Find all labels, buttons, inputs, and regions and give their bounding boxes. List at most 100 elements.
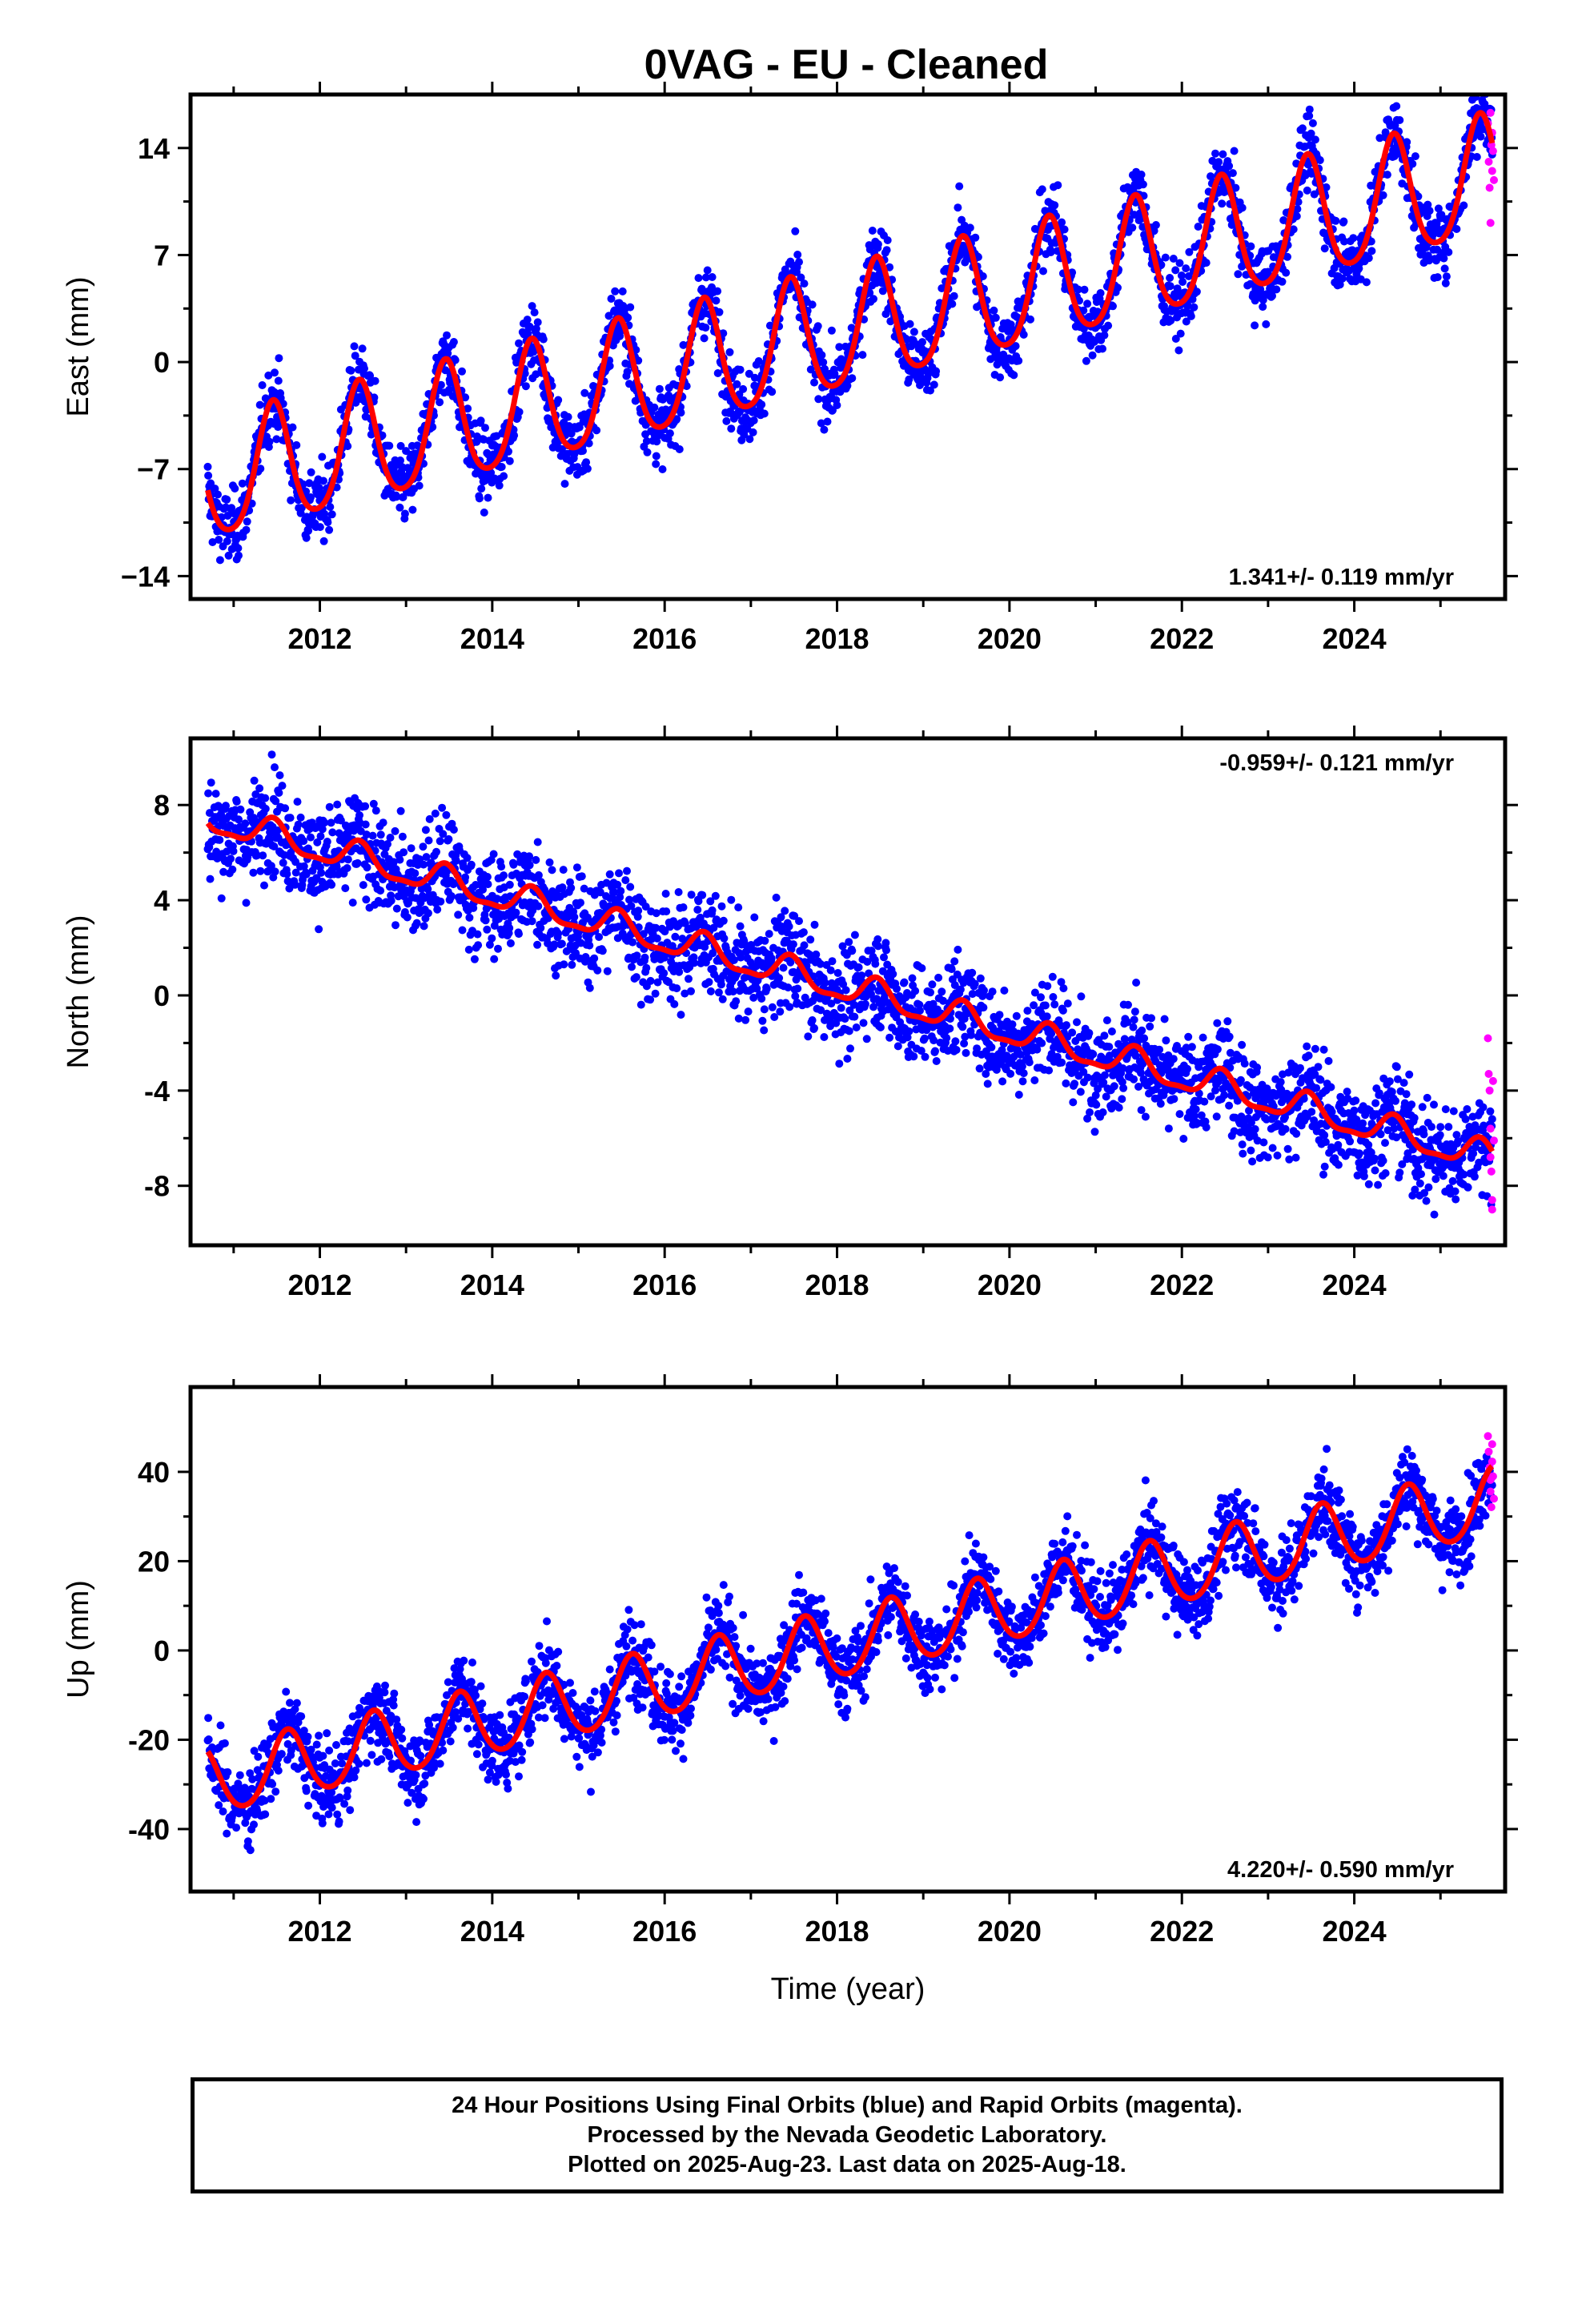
final-orbit-point [302, 533, 311, 542]
final-orbit-point [361, 802, 370, 810]
final-orbit-point [420, 922, 428, 931]
final-orbit-point [1089, 1050, 1098, 1059]
final-orbit-point [623, 368, 632, 376]
final-orbit-point [708, 906, 717, 915]
final-orbit-point [557, 444, 566, 453]
final-orbit-point [1063, 999, 1072, 1008]
final-orbit-point [264, 371, 273, 380]
final-orbit-point [1278, 277, 1287, 286]
y-tick-label: −14 [121, 560, 170, 593]
final-orbit-point [1082, 356, 1090, 365]
final-orbit-point [317, 868, 326, 877]
final-orbit-point [583, 464, 592, 473]
final-orbit-point [1199, 1033, 1207, 1042]
final-orbit-point [510, 431, 519, 440]
final-orbit-point [1006, 320, 1015, 329]
final-orbit-point [911, 987, 920, 995]
final-orbit-point [616, 887, 625, 895]
final-orbit-point [954, 945, 962, 954]
final-orbit-point [712, 296, 721, 305]
final-orbit-point [258, 381, 267, 389]
final-orbit-point [1238, 203, 1247, 212]
y-tick-label: 0 [154, 346, 170, 379]
final-orbit-point [481, 916, 490, 925]
final-orbit-point [1185, 247, 1194, 256]
final-orbit-point [1395, 116, 1404, 124]
final-orbit-point [223, 495, 231, 504]
final-orbit-point [500, 871, 508, 880]
final-orbit-point [850, 931, 859, 939]
final-orbit-point [1109, 302, 1117, 311]
final-orbit-point [835, 343, 844, 352]
final-orbit-point [577, 872, 586, 881]
final-orbit-point [850, 1012, 859, 1021]
final-orbit-point [260, 881, 268, 890]
final-orbit-point [438, 803, 447, 812]
final-orbit-point [806, 365, 815, 374]
y-tick-label: 14 [138, 132, 170, 165]
final-orbit-point [1190, 303, 1199, 312]
final-orbit-point [1098, 344, 1106, 353]
final-orbit-point [881, 939, 890, 947]
final-orbit-point [862, 1035, 871, 1043]
final-orbit-point [1161, 253, 1170, 262]
final-orbit-point [291, 880, 299, 889]
final-orbit-point [967, 1031, 975, 1039]
final-orbit-point [665, 429, 674, 438]
final-orbit-point [396, 855, 404, 864]
final-orbit-point [1200, 1097, 1209, 1106]
final-orbit-point [775, 974, 784, 983]
final-orbit-point [772, 893, 781, 902]
final-orbit-point [363, 863, 371, 872]
final-orbit-point [1107, 1027, 1116, 1035]
final-orbit-point [658, 465, 667, 473]
final-orbit-point [533, 940, 542, 949]
final-orbit-point [1147, 1014, 1155, 1023]
final-orbit-point [854, 963, 863, 971]
final-orbit-point [1294, 198, 1303, 207]
final-orbit-point [826, 966, 835, 975]
final-orbit-point [449, 338, 458, 346]
final-orbit-point [1070, 1080, 1079, 1088]
final-orbit-point [500, 472, 508, 480]
final-orbit-point [1305, 111, 1314, 120]
final-orbit-point [1079, 306, 1088, 315]
final-orbit-point [859, 1019, 868, 1027]
final-orbit-point [767, 954, 776, 963]
final-orbit-point [483, 873, 492, 881]
final-orbit-point [1251, 321, 1259, 330]
final-orbit-point [882, 946, 890, 955]
final-orbit-point [885, 263, 894, 271]
final-orbit-point [1215, 158, 1223, 167]
final-orbit-point [261, 794, 270, 802]
final-orbit-point [1339, 217, 1348, 226]
final-orbit-point [675, 445, 684, 453]
final-orbit-point [1460, 201, 1468, 210]
final-orbit-point [916, 381, 924, 389]
final-orbit-point [604, 312, 613, 320]
final-orbit-point [304, 526, 313, 535]
final-orbit-point [736, 365, 745, 374]
final-orbit-point [489, 850, 498, 858]
final-orbit-point [1110, 1082, 1118, 1091]
final-orbit-point [367, 430, 375, 439]
final-orbit-point [320, 818, 329, 827]
final-orbit-point [626, 883, 635, 891]
final-orbit-point [495, 481, 504, 490]
final-orbit-point [564, 412, 572, 421]
final-orbit-point [643, 448, 652, 456]
final-orbit-point [211, 485, 219, 493]
final-orbit-point [734, 1014, 743, 1023]
final-orbit-point [215, 835, 224, 844]
final-orbit-point [579, 447, 587, 455]
final-orbit-point [1098, 1108, 1107, 1116]
final-orbit-point [302, 870, 311, 879]
final-orbit-point [739, 384, 748, 393]
rapid-orbit-point [1486, 219, 1495, 227]
final-orbit-point [523, 316, 532, 324]
final-orbit-point [673, 415, 681, 424]
final-orbit-point [917, 375, 926, 384]
final-orbit-point [1155, 1045, 1164, 1054]
final-orbit-point [1076, 1088, 1085, 1096]
final-orbit-point [307, 493, 315, 501]
